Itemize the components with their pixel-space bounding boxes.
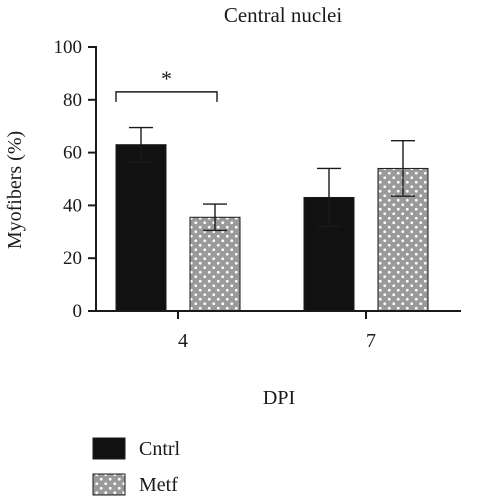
legend-swatch-cntrl <box>92 437 126 460</box>
annotations: * <box>115 66 218 102</box>
chart-title: Central nuclei <box>224 3 343 27</box>
legend-swatch-metf <box>92 473 126 496</box>
bar-metf-4 <box>189 216 241 312</box>
bar-cntrl-4 <box>115 144 167 312</box>
y-axis-label: Myofibers (%) <box>4 131 26 249</box>
significance-star: * <box>161 66 172 91</box>
y-tick-label: 0 <box>73 301 83 322</box>
bars <box>115 126 429 312</box>
legend-label-metf: Metf <box>139 474 178 496</box>
x-tick-label: 4 <box>178 330 188 352</box>
y-tick-label: 60 <box>63 143 82 164</box>
x-axis-label: DPI <box>263 387 295 409</box>
legend: Cntrl Metf <box>92 437 181 496</box>
y-tick-label: 80 <box>63 90 82 111</box>
legend-label-cntrl: Cntrl <box>139 438 181 460</box>
x-tick-label: 7 <box>366 330 376 352</box>
y-axis-ticks: 0 20 40 60 80 100 <box>54 37 96 322</box>
y-tick-label: 20 <box>63 248 82 269</box>
y-tick-label: 40 <box>63 195 82 216</box>
significance-bracket <box>115 91 218 102</box>
y-tick-label: 100 <box>54 37 83 58</box>
